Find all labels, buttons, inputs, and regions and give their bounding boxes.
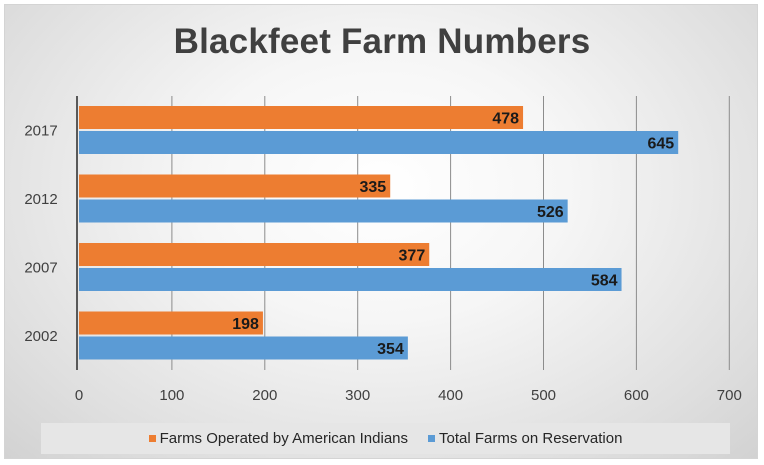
bar-2002-series-1 (79, 311, 263, 335)
x-tick-label-300: 300 (345, 387, 370, 404)
bar-2007-series-2 (79, 268, 622, 291)
chart-title: Blackfeet Farm Numbers (173, 22, 591, 61)
data-label-2007-series-1: 377 (399, 248, 426, 265)
x-tick-label-100: 100 (159, 387, 184, 404)
bar-2007-series-1 (79, 243, 430, 266)
data-label-2012-series-2: 526 (537, 204, 564, 221)
bar-2017-series-1 (79, 106, 524, 129)
category-label-2007: 2007 (24, 259, 57, 276)
x-tick-label-200: 200 (252, 387, 277, 404)
legend-item-series-1: Farms Operated by American Indians (148, 430, 409, 447)
legend-label-series-1: Farms Operated by American Indians (159, 430, 409, 447)
bar-2012-series-2 (79, 199, 568, 223)
bar-2002-series-2 (79, 336, 408, 360)
bar-2012-series-1 (79, 174, 391, 198)
legend: Farms Operated by American Indians Total… (41, 423, 730, 454)
legend-swatch-series-1 (148, 435, 156, 442)
x-tick-label-700: 700 (717, 387, 742, 404)
bar-2017-series-2 (79, 131, 679, 154)
data-label-2017-series-1: 478 (492, 111, 519, 128)
x-tick-label-600: 600 (624, 387, 649, 404)
category-label-2012: 2012 (24, 191, 57, 208)
legend-label-series-2: Total Farms on Reservation (439, 430, 623, 447)
data-label-2012-series-1: 335 (360, 179, 387, 196)
category-label-2017: 2017 (24, 122, 57, 139)
x-tick-label-400: 400 (438, 387, 463, 404)
x-tick-label-500: 500 (531, 387, 556, 404)
data-label-2007-series-2: 584 (591, 273, 618, 290)
chart-area (4, 4, 758, 459)
x-tick-label-0: 0 (75, 387, 83, 404)
legend-item-series-2: Total Farms on Reservation (428, 430, 622, 447)
data-label-2002-series-1: 198 (232, 316, 259, 333)
data-label-2002-series-2: 354 (377, 341, 404, 358)
data-label-2017-series-2: 645 (648, 136, 675, 153)
category-label-2002: 2002 (24, 328, 57, 345)
legend-swatch-series-2 (428, 435, 436, 442)
